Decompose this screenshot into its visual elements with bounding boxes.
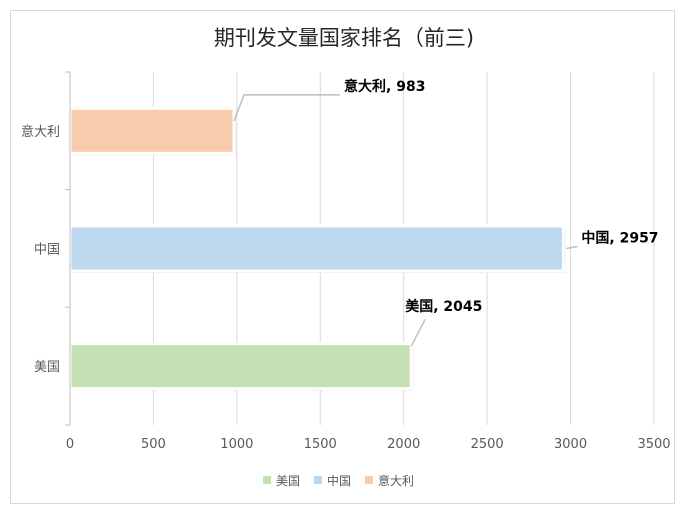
- x-tick-label: 2500: [471, 437, 504, 452]
- data-label: 美国, 2045: [405, 298, 482, 315]
- data-labels: 美国, 2045 中国, 2957 意大利, 983: [344, 78, 659, 315]
- bars: [68, 106, 566, 391]
- bar: [68, 342, 413, 391]
- leader-lines: [233, 94, 578, 347]
- legend-swatch: [314, 476, 322, 484]
- x-tick-label: 3500: [637, 437, 670, 452]
- legend-swatch: [263, 476, 271, 484]
- x-tick-label: 2000: [387, 437, 420, 452]
- bar: [68, 106, 236, 155]
- leader-line: [566, 245, 578, 250]
- legend: 美国 中国 意大利: [263, 473, 414, 488]
- x-tick-label: 3000: [554, 437, 587, 452]
- y-tick-label: 美国: [34, 360, 60, 375]
- bar: [68, 224, 565, 273]
- x-tick-label: 0: [66, 437, 74, 452]
- chart-title: 期刊发文量国家排名（前三): [214, 26, 474, 50]
- data-label: 意大利, 983: [344, 78, 425, 95]
- x-tick-label: 1000: [220, 437, 253, 452]
- legend-label: 美国: [276, 474, 300, 488]
- y-tick-label: 意大利: [21, 124, 60, 140]
- leader-line: [233, 94, 341, 122]
- x-tick-label: 500: [141, 437, 166, 452]
- y-axis: 美国 中国 意大利: [21, 71, 71, 426]
- data-label: 中国, 2957: [581, 230, 658, 247]
- legend-label: 意大利: [378, 473, 414, 488]
- legend-label: 中国: [327, 473, 351, 488]
- legend-swatch: [365, 476, 373, 484]
- x-axis: 0 500 1000 1500 2000 2500 3000 3500: [66, 437, 671, 452]
- y-tick-label: 中国: [34, 243, 60, 258]
- leader-line: [410, 318, 426, 347]
- x-tick-label: 1500: [304, 437, 337, 452]
